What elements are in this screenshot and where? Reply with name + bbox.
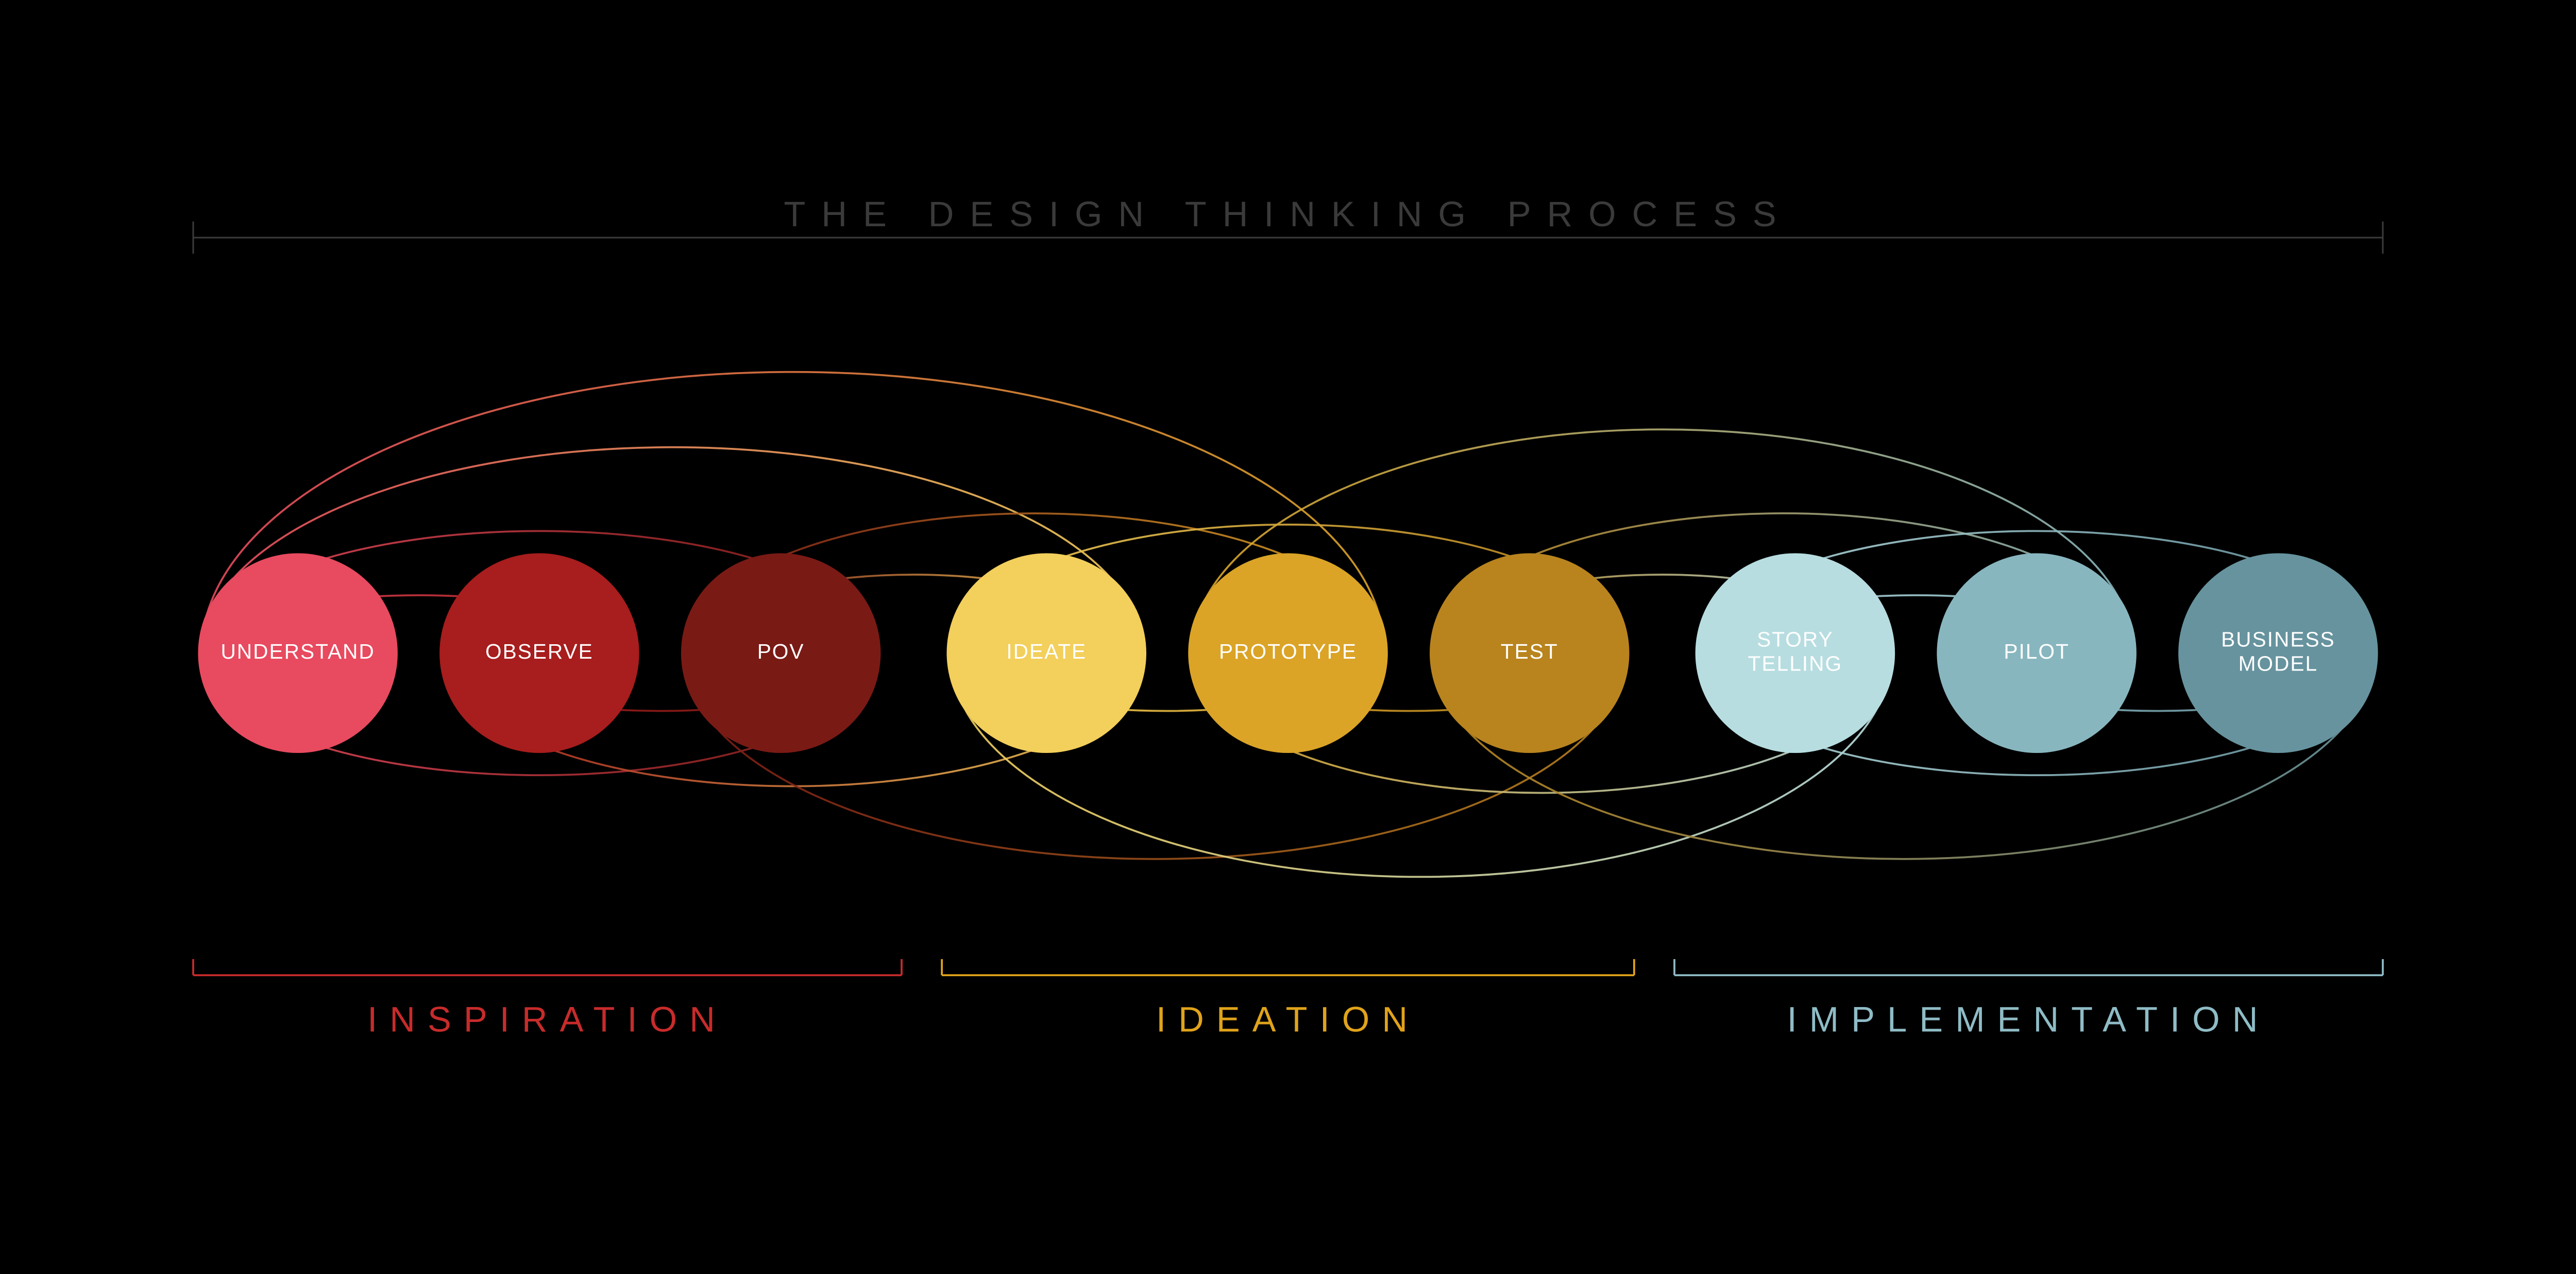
node-ideate: IDEATE <box>947 554 1147 753</box>
node-test: TEST <box>1430 554 1630 753</box>
phase-label-implementation: IMPLEMENTATION <box>1787 1000 2270 1040</box>
node-label-ideate: IDEATE <box>1006 640 1087 663</box>
node-businessmodel: BUSINESSMODEL <box>2178 554 2378 753</box>
phase-inspiration: INSPIRATION <box>193 959 902 1040</box>
phase-label-ideation: IDEATION <box>1156 1000 1420 1040</box>
node-label-businessmodel-line0: BUSINESS <box>2221 628 2335 651</box>
node-label-storytelling-line1: TELLING <box>1748 651 1842 675</box>
phase-ideation: IDEATION <box>942 959 1634 1040</box>
diagram-title: THE DESIGN THINKING PROCESS <box>784 194 1792 234</box>
title-group: THE DESIGN THINKING PROCESS <box>193 194 2383 254</box>
node-label-pov: POV <box>757 640 805 663</box>
process-nodes: UNDERSTAND OBSERVE POV IDEATE PROTOTYPE TEST S… <box>198 554 2378 753</box>
node-pov: POV <box>681 554 881 753</box>
node-label-storytelling-line0: STORY <box>1757 628 1834 651</box>
node-prototype: PROTOTYPE <box>1188 554 1388 753</box>
node-label-observe: OBSERVE <box>485 640 594 663</box>
phase-brackets: INSPIRATION IDEATION IMPLEMENTATION <box>193 959 2383 1040</box>
node-label-understand: UNDERSTAND <box>221 640 375 663</box>
phase-implementation: IMPLEMENTATION <box>1674 959 2383 1040</box>
node-label-prototype: PROTOTYPE <box>1219 640 1357 663</box>
node-label-test: TEST <box>1501 640 1558 663</box>
node-storytelling: STORYTELLING <box>1696 554 1895 753</box>
node-label-businessmodel-line1: MODEL <box>2239 651 2318 675</box>
design-thinking-diagram: UNDERSTAND OBSERVE POV IDEATE PROTOTYPE TEST S… <box>0 0 2576 1274</box>
node-label-pilot: PILOT <box>2004 640 2070 663</box>
node-understand: UNDERSTAND <box>198 554 398 753</box>
node-observe: OBSERVE <box>439 554 639 753</box>
node-pilot: PILOT <box>1937 554 2137 753</box>
phase-label-inspiration: INSPIRATION <box>367 1000 727 1040</box>
